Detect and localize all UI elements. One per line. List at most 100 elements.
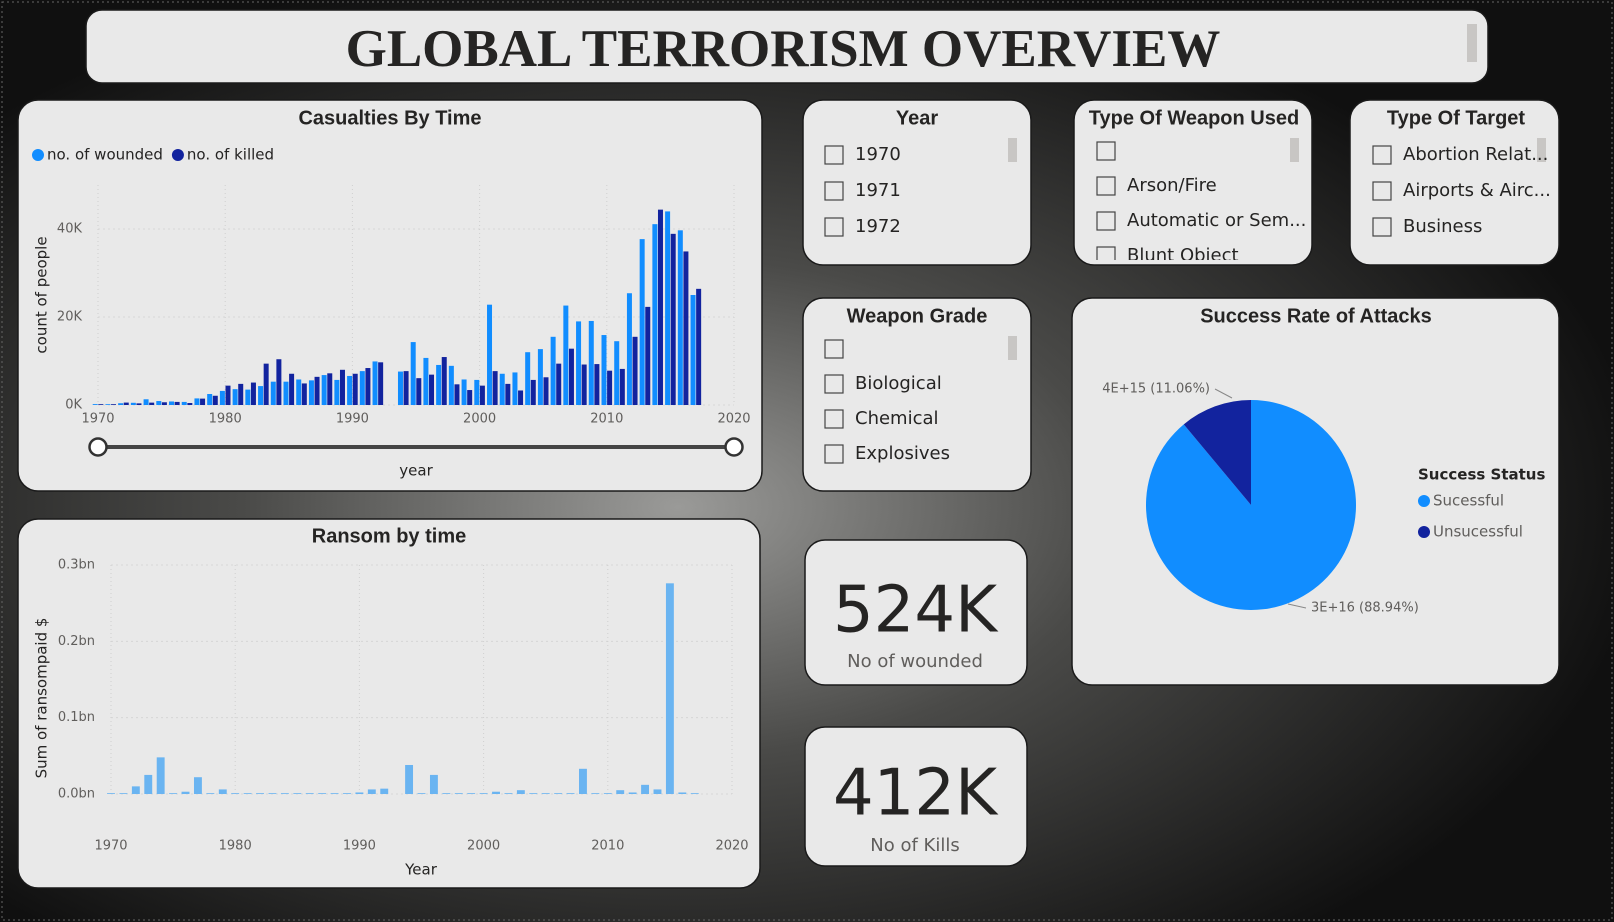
kpi-label: No of wounded [847,651,983,672]
bar [232,389,238,405]
checkbox[interactable] [824,145,844,165]
slicer-item[interactable]: Chemical [855,408,939,429]
bar [499,373,505,405]
legend-label: Unsucessful [1433,523,1523,541]
bar [677,230,683,405]
checkbox[interactable] [824,444,844,464]
y-axis-title: count of people [33,236,51,353]
bar [321,375,327,405]
bar [588,320,594,405]
bar [276,359,282,405]
bar [130,402,136,405]
checkbox[interactable] [824,181,844,201]
slicer-item[interactable]: 1970 [855,144,901,165]
checkbox[interactable] [824,374,844,394]
bar [594,364,600,405]
bar [339,369,345,405]
slicer-item[interactable]: Automatic or Sem... [1127,210,1306,231]
y-axis-title: Sum of ransompaid $ [33,618,51,779]
bar [543,377,549,405]
scrollbar [1008,138,1017,162]
kpi-value: 412K [833,757,999,831]
bar [454,793,463,794]
bar [136,403,142,405]
x-tick-label: 2010 [590,412,623,427]
x-tick-label: 1970 [94,839,127,854]
bar [626,293,632,405]
bar [441,357,447,405]
slicer-item[interactable]: Arson/Fire [1127,175,1217,196]
bar [296,379,302,405]
legend-title: Success Status [1418,466,1545,484]
bar [212,395,218,405]
grade-slicer[interactable] [802,297,1032,492]
slicer-item[interactable]: Airports & Airc... [1403,180,1551,201]
bar [107,793,115,794]
bar [576,321,582,405]
slicer-item[interactable]: Explosives [855,443,950,464]
bar [474,379,480,405]
bar [591,793,600,794]
slicer-item[interactable]: Biological [855,373,942,394]
checkbox[interactable] [824,217,844,237]
bar [308,380,314,405]
bar [619,368,625,405]
bar [169,793,178,794]
slicer-item[interactable]: 1971 [855,180,901,201]
bar [258,386,264,405]
bar [678,792,687,794]
checkbox[interactable] [1096,176,1116,196]
bar [194,398,200,405]
bar [696,288,702,405]
legend-marker [1418,495,1430,507]
ransom-panel [17,518,761,889]
checkbox[interactable] [1372,145,1392,165]
casualties-panel [17,99,763,492]
bar [256,793,264,794]
bar [525,352,531,405]
bar [405,764,414,794]
slider-handle[interactable] [724,437,744,457]
slicer-item[interactable]: Business [1403,216,1482,237]
checkbox[interactable] [1372,217,1392,237]
year-slicer[interactable] [802,99,1032,266]
bar [492,371,498,405]
bar [378,362,384,405]
weapon-slicer[interactable] [1073,99,1313,266]
x-tick-label: 1970 [81,412,114,427]
bar [429,774,438,794]
bar [429,374,435,405]
slicer-list: 1970 1971 1972 [824,138,1017,237]
bar [530,379,536,405]
bar [161,402,167,405]
x-tick-label: 2020 [717,412,750,427]
target-slicer[interactable] [1349,99,1560,266]
bar [645,306,651,405]
bar [512,372,518,405]
bar [218,789,227,794]
bar [250,382,256,405]
checkbox[interactable] [1096,246,1116,265]
bar [417,793,426,794]
bar [200,398,206,405]
checkbox[interactable] [1096,211,1116,231]
slicer-item[interactable]: 1972 [855,216,901,237]
bar [156,401,162,405]
kpi-value: 524K [833,574,999,648]
slicer-item[interactable]: Blunt Object [1127,245,1239,266]
slicer-item[interactable]: Abortion Relat... [1403,144,1548,165]
bar [245,389,251,405]
y-tick-label: 0.3bn [58,558,95,573]
leader-line [1287,603,1307,609]
bar [579,768,587,794]
checkbox[interactable] [1372,181,1392,201]
slider-handle[interactable] [88,437,108,457]
checkbox[interactable] [824,409,844,429]
x-axis-title: year [399,462,433,480]
checkbox[interactable] [1096,141,1116,161]
bar [193,777,202,794]
bar [529,793,538,794]
checkbox[interactable] [824,339,844,359]
